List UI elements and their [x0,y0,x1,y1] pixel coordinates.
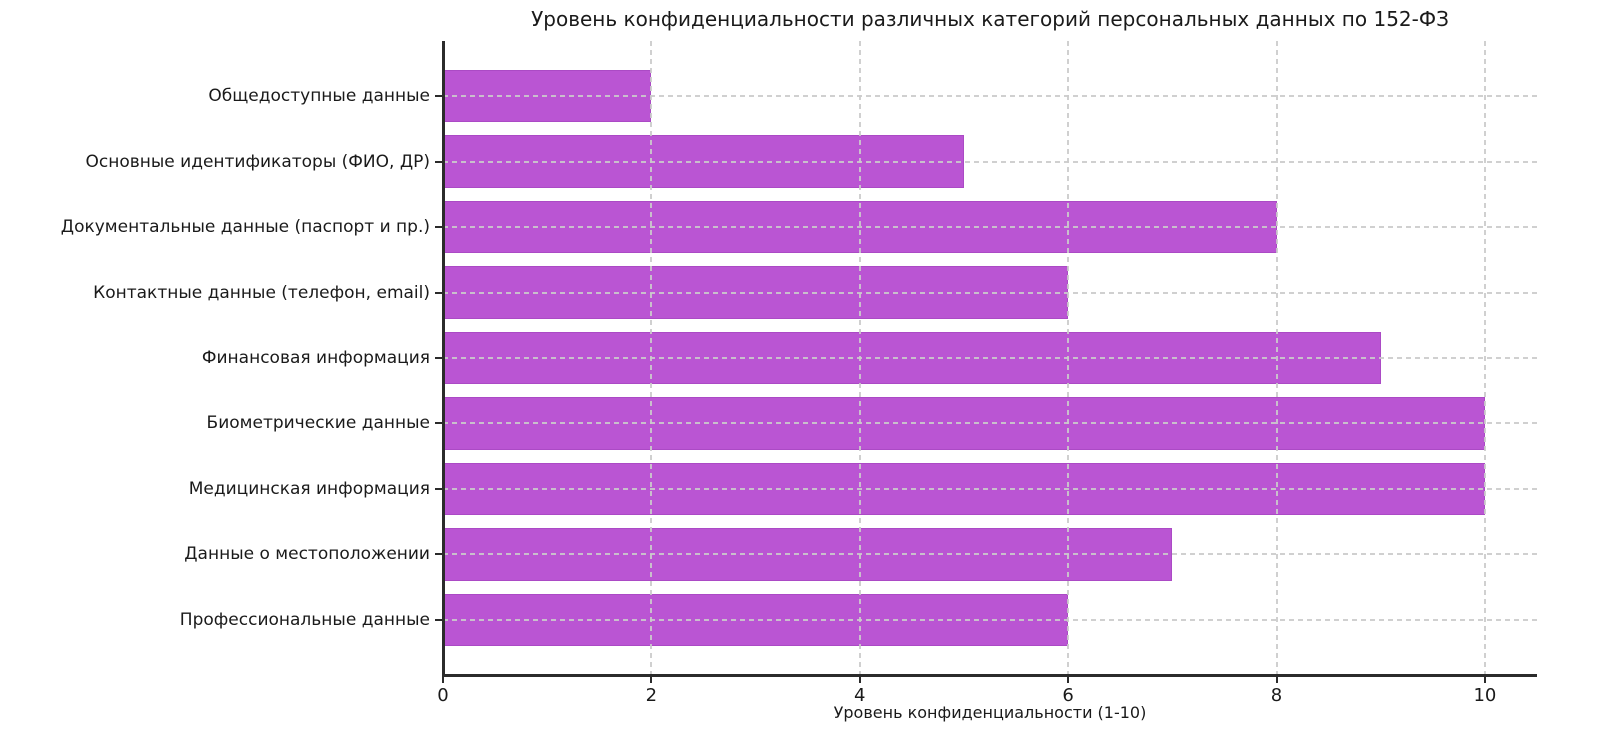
y-tick-mark [435,160,442,163]
y-tick-mark [435,226,442,228]
x-tick-label: 6 [1062,685,1074,706]
left-spine [442,41,445,675]
y-tick-mark [435,291,442,294]
x-tick-label: 4 [854,685,866,706]
y-tick-label: Профессиональные данные [179,609,430,630]
x-tick-label: 2 [645,685,658,706]
bottom-spine [442,674,1537,677]
x-tick-label: 8 [1270,685,1283,706]
x-tick-mark [1067,676,1070,683]
x-tick-mark [858,676,861,683]
chart-title: Уровень конфиденциальности различных кат… [531,7,1449,31]
gridline-horizontal [443,357,1537,359]
x-tick-mark [1483,676,1486,683]
y-tick-mark [435,95,442,98]
y-tick-mark [435,357,442,359]
gridline-horizontal [443,95,1537,98]
x-tick-mark [650,676,653,683]
y-tick-label: Документальные данные (паспорт и пр.) [60,217,430,237]
gridline-horizontal [443,291,1537,294]
gridline-horizontal [443,487,1537,490]
x-tick-label: 10 [1473,685,1497,706]
x-tick-mark [442,676,444,683]
y-tick-label: Общедоступные данные [208,86,430,107]
y-tick-label: Данные о местоположении [184,544,430,565]
x-tick-label: 0 [437,685,449,706]
gridline-horizontal [443,553,1537,556]
y-tick-mark [435,618,442,621]
y-tick-mark [435,487,442,490]
x-axis-label: Уровень конфиденциальности (1-10) [833,703,1147,722]
y-tick-label: Биометрические данные [206,413,430,434]
plot-area [442,41,1537,677]
gridline-horizontal [443,422,1537,425]
y-tick-label: Контактные данные (телефон, email) [93,282,430,303]
y-tick-label: Основные идентификаторы (ФИО, ДР) [85,151,430,172]
y-tick-label: Медицинская информация [188,478,430,499]
y-tick-mark [435,553,442,556]
gridline-horizontal [443,160,1537,163]
gridline-horizontal [443,226,1537,228]
x-tick-mark [1275,676,1278,683]
y-tick-mark [435,422,442,425]
gridline-horizontal [443,618,1537,621]
y-tick-label: Финансовая информация [201,348,430,368]
